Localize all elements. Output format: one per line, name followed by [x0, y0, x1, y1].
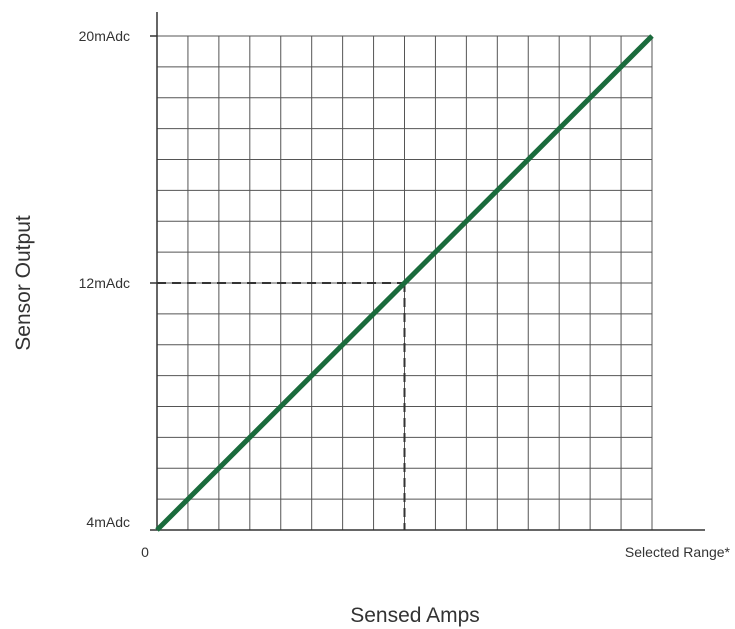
y-tick-label: 20mAdc [79, 28, 130, 44]
tick-labels: 4mAdc 12mAdc 20mAdc 0 Selected Range* [79, 28, 731, 560]
x-tick-label: Selected Range* [625, 544, 731, 560]
y-tick-label: 12mAdc [79, 275, 130, 291]
x-axis-title: Sensed Amps [350, 604, 480, 627]
reference-lines [157, 282, 406, 530]
axis-layer [150, 12, 705, 531]
y-axis-title: Sensor Output [12, 215, 35, 351]
x-tick-label: 0 [141, 544, 149, 560]
series-line [155, 34, 654, 532]
y-tick-label: 4mAdc [86, 514, 130, 530]
series-layer [155, 34, 654, 532]
